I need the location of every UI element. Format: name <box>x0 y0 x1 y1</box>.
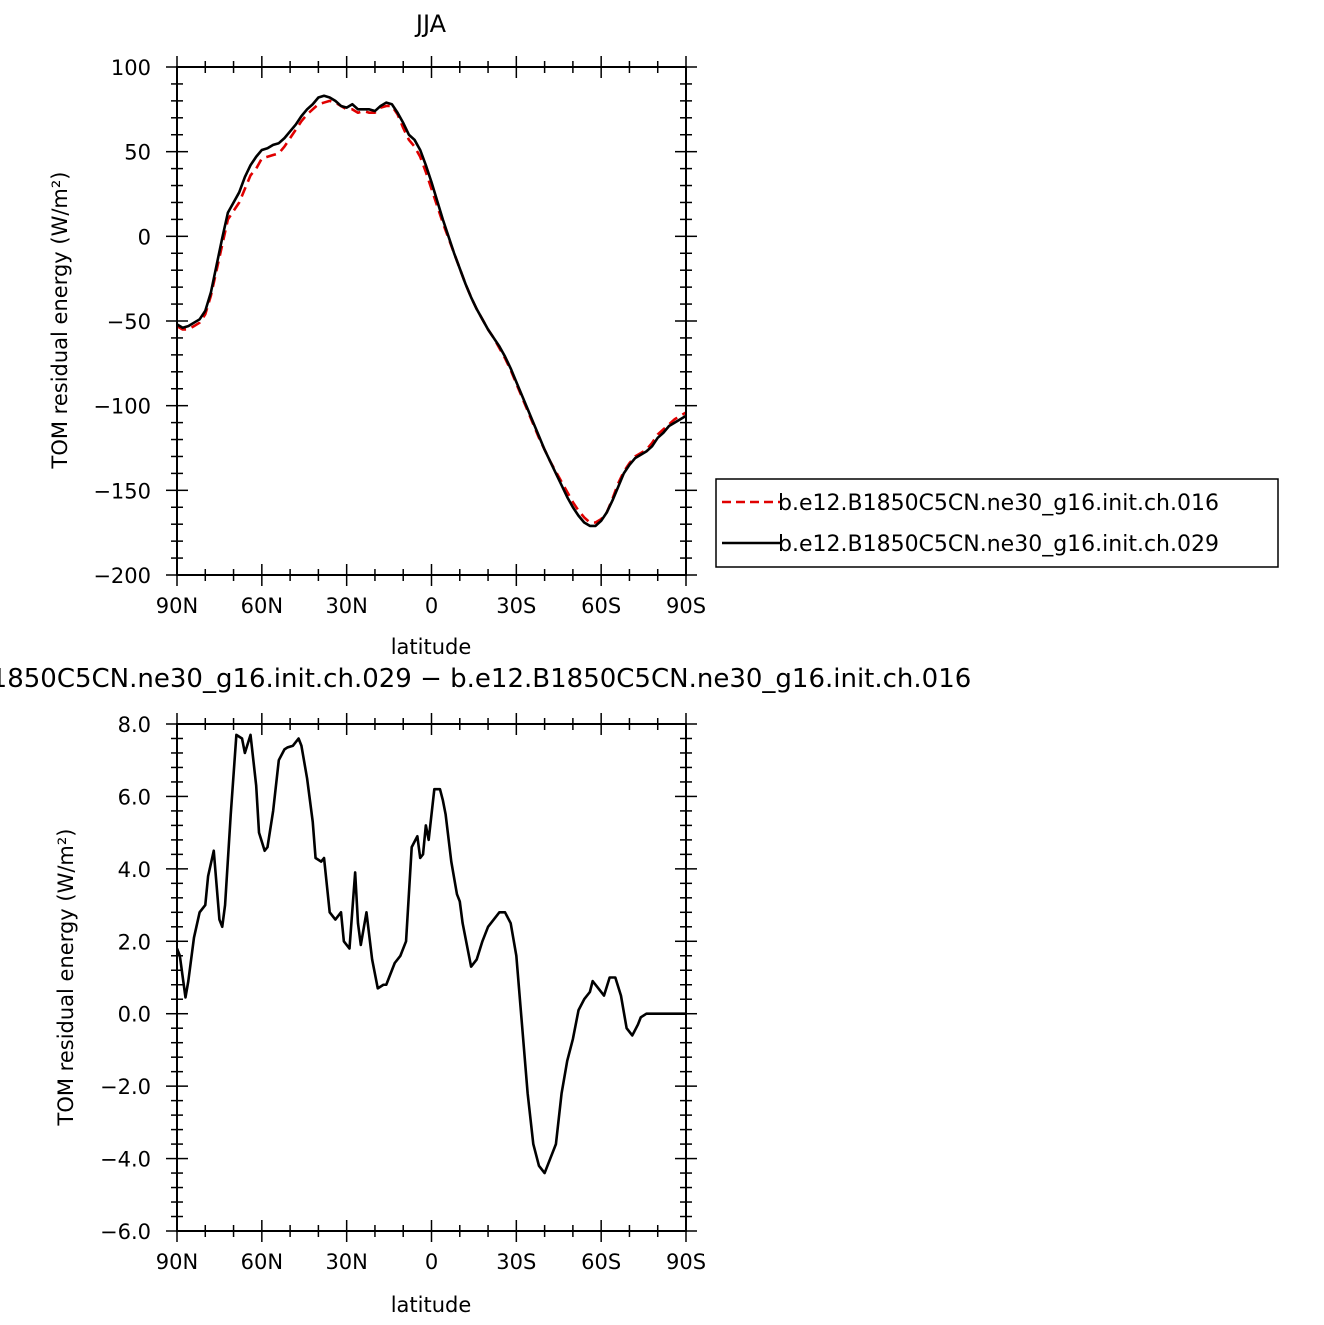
top-xtick-label: 90S <box>666 594 706 618</box>
top-title: JJA <box>414 10 447 38</box>
top-ylabel: TOM residual energy (W/m²) <box>48 172 72 470</box>
bottom-xtick-label: 90S <box>666 1250 706 1274</box>
bottom-xtick-label: 0 <box>425 1250 438 1274</box>
top-series-line-1 <box>177 94 686 528</box>
top-ytick-label: −100 <box>93 395 151 419</box>
legend-label-029: b.e12.B1850C5CN.ne30_g16.init.ch.029 <box>778 532 1219 557</box>
bottom-xtick-label: 60N <box>241 1250 283 1274</box>
top-xtick-label: 90N <box>156 594 198 618</box>
bottom-ytick-label: 8.0 <box>118 713 151 737</box>
top-xlabel: latitude <box>391 635 472 659</box>
top-ytick-label: 50 <box>124 141 151 165</box>
top-frame <box>176 66 687 576</box>
bottom-ytick-label: −2.0 <box>100 1075 151 1099</box>
bottom-ytick-label: 4.0 <box>118 858 151 882</box>
bottom-xtick-label: 90N <box>156 1250 198 1274</box>
bottom-xtick-label: 30S <box>496 1250 536 1274</box>
top-series-line-0 <box>177 99 686 524</box>
top-plot-area: 90N 60N 30N 0 30S 60S 90S 100 50 0 −50 −100 −150 −200 <box>93 56 706 618</box>
top-xtick-label: 0 <box>425 594 438 618</box>
top-ytick-label: 0 <box>138 225 151 249</box>
bottom-ytick-label: −6.0 <box>100 1220 151 1244</box>
top-panel: JJA 90N 60N 30N 0 30S 60S 90S 100 50 0 −50 −100 −150… <box>48 10 706 659</box>
bottom-title: b.e12.B1850C5CN.ne30_g16.init.ch.029 − b… <box>0 664 971 694</box>
legend: b.e12.B1850C5CN.ne30_g16.init.ch.016 b.e… <box>715 478 1279 568</box>
top-xtick-label: 60N <box>241 594 283 618</box>
bottom-ylabel: TOM residual energy (W/m²) <box>54 829 78 1127</box>
bottom-xtick-label: 60S <box>581 1250 621 1274</box>
bottom-panel: b.e12.B1850C5CN.ne30_g16.init.ch.029 − b… <box>0 664 971 1317</box>
bottom-plot-area: 90N 60N 30N 0 30S 60S 90S 8.0 6.0 4.0 2.0 0.0 −2.0 −4… <box>100 713 706 1274</box>
top-xtick-label: 30S <box>496 594 536 618</box>
top-ytick-label: −150 <box>93 479 151 503</box>
bottom-xtick-label: 30N <box>325 1250 367 1274</box>
bottom-ytick-label: 6.0 <box>118 785 151 809</box>
bottom-ytick-label: −4.0 <box>100 1148 151 1172</box>
legend-label-016: b.e12.B1850C5CN.ne30_g16.init.ch.016 <box>778 491 1219 516</box>
legend-box <box>715 478 1279 568</box>
top-xtick-label: 30N <box>325 594 367 618</box>
bottom-series-line-0 <box>177 733 686 1175</box>
top-ytick-label: −200 <box>93 564 151 588</box>
bottom-ytick-label: 0.0 <box>118 1003 151 1027</box>
top-ytick-label: 100 <box>111 56 151 80</box>
bottom-xlabel: latitude <box>391 1293 472 1317</box>
bottom-ytick-label: 2.0 <box>118 930 151 954</box>
top-ytick-label: −50 <box>107 310 151 334</box>
top-xtick-label: 60S <box>581 594 621 618</box>
